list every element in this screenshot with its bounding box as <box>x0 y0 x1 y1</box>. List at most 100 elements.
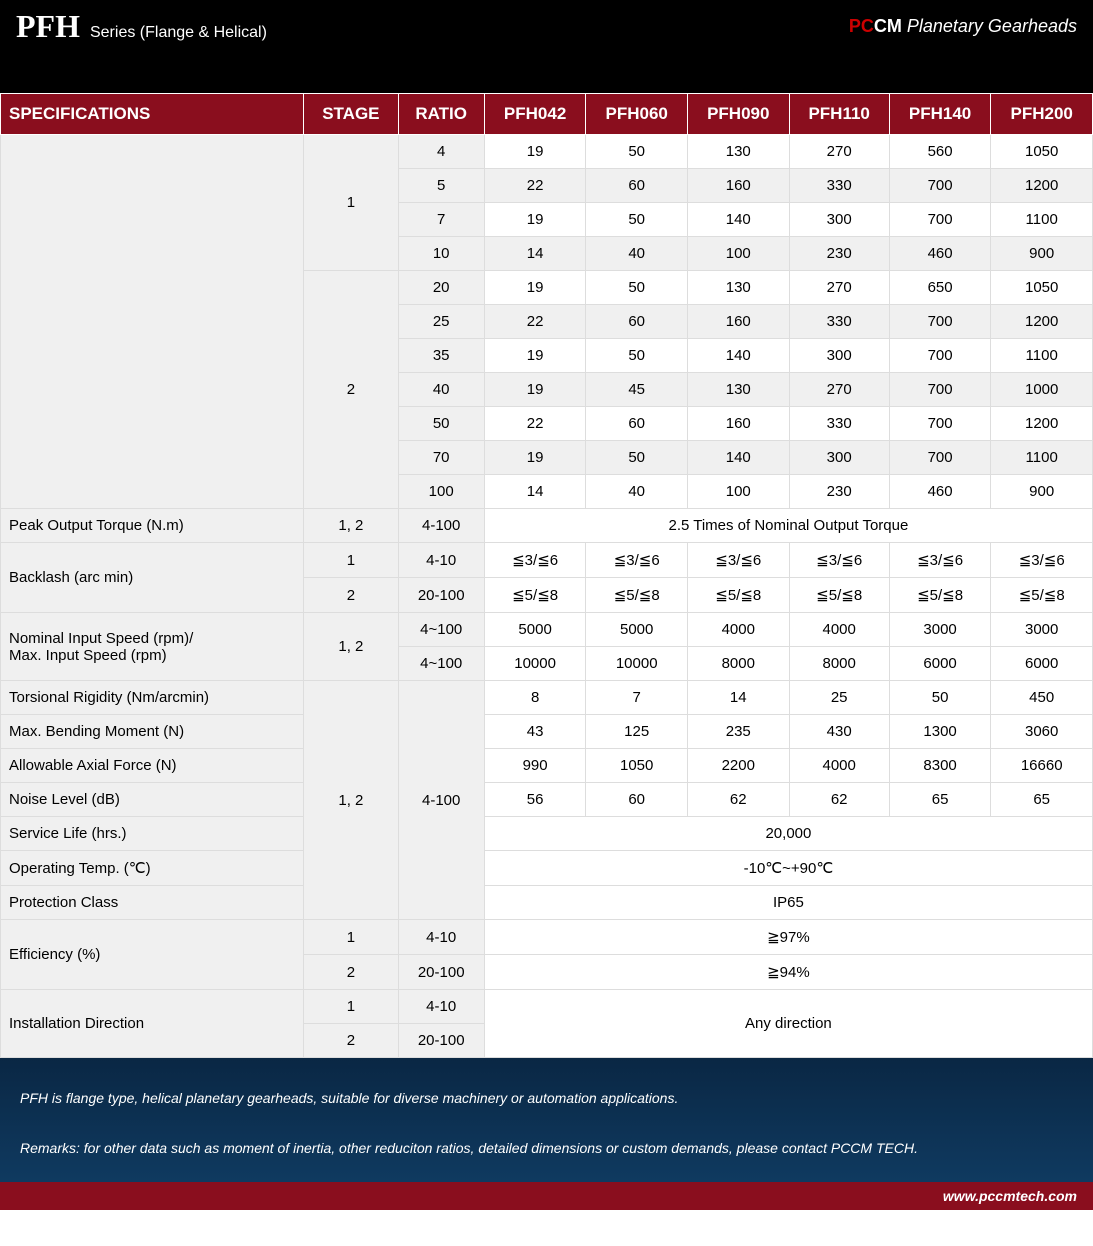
cell: 3060 <box>991 715 1093 749</box>
brand-cm: CM <box>874 16 902 36</box>
cell: 20-100 <box>398 1024 484 1058</box>
cell: 330 <box>789 305 889 339</box>
cell: 2 <box>304 578 398 613</box>
cell: 8000 <box>789 647 889 681</box>
cell: 5 <box>398 169 484 203</box>
col-header: PFH090 <box>687 94 789 135</box>
cell: 330 <box>789 169 889 203</box>
cell: 450 <box>991 681 1093 715</box>
cell: Service Life (hrs.) <box>1 817 304 851</box>
cell: Noise Level (dB) <box>1 783 304 817</box>
cell: 130 <box>687 373 789 407</box>
cell: ≦3/≦6 <box>586 543 688 578</box>
cell: 4~100 <box>398 613 484 647</box>
cell: 2.5 Times of Nominal Output Torque <box>484 509 1092 543</box>
table-row: 1419501302705601050 <box>1 135 1093 169</box>
cell: 35 <box>398 339 484 373</box>
cell: 1 <box>304 543 398 578</box>
page-header: PFH Series (Flange & Helical) PCCM Plane… <box>0 0 1093 53</box>
spec-table: SPECIFICATIONSSTAGERATIOPFH042PFH060PFH0… <box>0 93 1093 1058</box>
cell: 22 <box>484 305 586 339</box>
cell: 2200 <box>687 749 789 783</box>
brand-product: Planetary Gearheads <box>902 16 1077 36</box>
cell: 4000 <box>687 613 789 647</box>
cell: 300 <box>789 203 889 237</box>
col-header: PFH060 <box>586 94 688 135</box>
cell: 1200 <box>991 169 1093 203</box>
footer-line2: Remarks: for other data such as moment o… <box>20 1136 1073 1161</box>
cell: 460 <box>889 237 991 271</box>
cell: 430 <box>789 715 889 749</box>
cell: Allowable Axial Force (N) <box>1 749 304 783</box>
cell: 19 <box>484 135 586 169</box>
cell: 1, 2 <box>304 613 398 681</box>
table-row: Service Life (hrs.) 20,000 <box>1 817 1093 851</box>
cell: 3000 <box>889 613 991 647</box>
cell: 100 <box>687 475 789 509</box>
cell: 19 <box>484 373 586 407</box>
cell: 270 <box>789 135 889 169</box>
table-row: Backlash (arc min)14-10≦3/≦6≦3/≦6≦3/≦6≦3… <box>1 543 1093 578</box>
cell: 4~100 <box>398 647 484 681</box>
cell: 4-100 <box>398 681 484 920</box>
cell: 60 <box>586 169 688 203</box>
cell: ≦3/≦6 <box>991 543 1093 578</box>
cell: 1 <box>304 920 398 955</box>
cell: 160 <box>687 169 789 203</box>
cell: 270 <box>789 271 889 305</box>
cell: 1200 <box>991 407 1093 441</box>
cell: Any direction <box>484 990 1092 1058</box>
cell: 70 <box>398 441 484 475</box>
cell: 25 <box>789 681 889 715</box>
cell: 8000 <box>687 647 789 681</box>
cell: 700 <box>889 203 991 237</box>
cell: Efficiency (%) <box>1 920 304 990</box>
cell: 50 <box>586 339 688 373</box>
table-row: Nominal Input Speed (rpm)/Max. Input Spe… <box>1 613 1093 647</box>
table-row: Operating Temp. (℃)-10℃~+90℃ <box>1 851 1093 886</box>
cell: 45 <box>586 373 688 407</box>
cell: Backlash (arc min) <box>1 543 304 613</box>
cell: 8300 <box>889 749 991 783</box>
cell: 650 <box>889 271 991 305</box>
cell: 50 <box>398 407 484 441</box>
cell: Operating Temp. (℃) <box>1 851 304 886</box>
cell: 20,000 <box>484 817 1092 851</box>
cell: 900 <box>991 237 1093 271</box>
cell: 50 <box>889 681 991 715</box>
cell: 60 <box>586 305 688 339</box>
cell: 1 <box>304 990 398 1024</box>
footer-url: www.pccmtech.com <box>943 1188 1077 1204</box>
cell: 10000 <box>586 647 688 681</box>
cell: 4-100 <box>398 509 484 543</box>
table-row: Protection ClassIP65 <box>1 886 1093 920</box>
cell: 700 <box>889 373 991 407</box>
cell: 3000 <box>991 613 1093 647</box>
footer-line1: PFH is flange type, helical planetary ge… <box>20 1086 1073 1111</box>
cell: 19 <box>484 339 586 373</box>
cell: 130 <box>687 271 789 305</box>
cell: ≦3/≦6 <box>687 543 789 578</box>
cell: 2 <box>304 955 398 990</box>
cell: 160 <box>687 305 789 339</box>
cell: 7 <box>398 203 484 237</box>
cell: 16660 <box>991 749 1093 783</box>
series-label: Series (Flange & Helical) <box>90 24 267 42</box>
cell: 560 <box>889 135 991 169</box>
cell: 50 <box>586 441 688 475</box>
cell: 20-100 <box>398 578 484 613</box>
cell: 300 <box>789 441 889 475</box>
cell: 6000 <box>991 647 1093 681</box>
cell: 5000 <box>586 613 688 647</box>
cell: 10 <box>398 237 484 271</box>
cell: 50 <box>586 203 688 237</box>
table-row: Installation Direction14-10Any direction <box>1 990 1093 1024</box>
cell: 330 <box>789 407 889 441</box>
bottom-bar: www.pccmtech.com <box>0 1182 1093 1210</box>
cell: Peak Output Torque (N.m) <box>1 509 304 543</box>
cell: 19 <box>484 271 586 305</box>
cell: 43 <box>484 715 586 749</box>
cell: 25 <box>398 305 484 339</box>
cell: 1 <box>304 135 398 271</box>
cell: ≦3/≦6 <box>789 543 889 578</box>
